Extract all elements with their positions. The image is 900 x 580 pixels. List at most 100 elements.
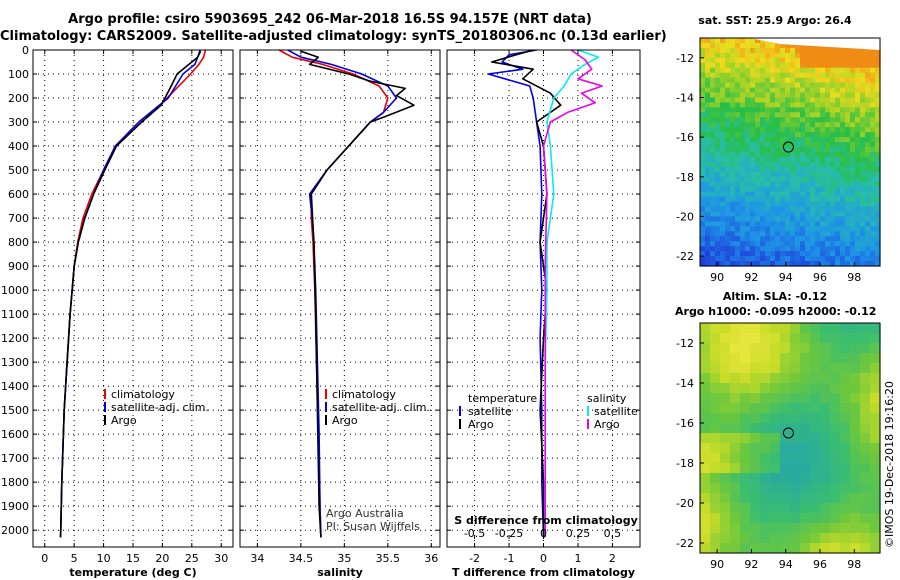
satellite_sst_map-cell — [865, 196, 871, 203]
satellite_sst_map-cell — [780, 166, 786, 173]
satellite_sst_map-cell — [800, 43, 806, 49]
satellite_sst_map-cell — [730, 147, 736, 153]
satellite_sst_map-cell — [835, 92, 841, 99]
satellite_sst_map-cell — [835, 147, 841, 153]
satellite_sst_map-cell — [860, 152, 866, 158]
altimetry_sla_map-cell — [830, 373, 841, 384]
satellite_sst_map-cell — [700, 52, 706, 59]
salinity_profile-series-climatology — [278, 49, 389, 538]
satellite_sst_map-cell — [875, 152, 881, 158]
satellite_sst_map-cell — [855, 261, 861, 267]
satellite_sst_map-cell — [870, 211, 876, 218]
satellite_sst_map-cell — [785, 147, 791, 153]
satellite_sst_map-cell — [745, 127, 751, 133]
difference_from_climatology-series-temperature-satellite — [487, 49, 545, 538]
satellite_sst_map-cell — [735, 157, 741, 163]
satellite_sst_map-cell — [770, 241, 776, 247]
satellite_sst_map-cell — [805, 112, 811, 118]
satellite_sst_map-cell — [840, 161, 846, 168]
satellite_sst_map-cell — [825, 216, 831, 222]
satellite_sst_map-cell — [730, 142, 736, 148]
altimetry_sla_map-cell — [700, 433, 711, 444]
altimetry_sla_map-cell — [760, 463, 771, 474]
salinity_profile-xtick-label: 34 — [250, 552, 264, 565]
altimetry_sla_map-cell — [810, 473, 821, 484]
satellite_sst_map-cell — [780, 157, 786, 163]
altimetry_sla_map-cell — [770, 483, 781, 494]
satellite_sst_map-cell — [840, 221, 846, 227]
altimetry_sla_map-cell — [770, 323, 781, 334]
satellite_sst_map-cell — [715, 127, 721, 133]
satellite_sst_map-cell — [835, 181, 841, 188]
altimetry_sla_map-cell — [870, 523, 881, 534]
satellite_sst_map-cell — [810, 137, 816, 143]
satellite_sst_map-cell — [710, 47, 716, 54]
altimetry_sla_map-cell — [700, 333, 711, 344]
satellite_sst_map-cell — [875, 161, 881, 168]
altimetry_sla_map-cell — [870, 393, 881, 404]
satellite_sst_map-xtick-label: 98 — [847, 271, 861, 284]
satellite_sst_map-cell — [775, 201, 781, 208]
satellite_sst_map-cell — [790, 82, 796, 89]
altimetry_sla_map-cell — [770, 513, 781, 524]
satellite_sst_map-cell — [750, 142, 756, 148]
satellite_sst_map-cell — [845, 82, 851, 89]
satellite_sst_map-cell — [700, 62, 706, 69]
temperature_profile-ytick-label: 300 — [8, 116, 29, 129]
satellite_sst_map-cell — [765, 57, 771, 64]
altimetry_sla_map-cell — [720, 543, 731, 554]
satellite_sst_map-cell — [715, 137, 721, 143]
satellite_sst_map-cell — [875, 112, 881, 118]
altimetry_sla_map-cell — [830, 543, 841, 554]
satellite_sst_map-cell — [830, 67, 836, 74]
satellite_sst_map-cell — [845, 92, 851, 99]
figure-title-line-2: Climatology: CARS2009. Satellite-adjuste… — [0, 29, 667, 44]
satellite_sst_map-cell — [815, 47, 821, 54]
satellite_sst_map-cell — [825, 261, 831, 267]
altimetry_sla_map-cell — [720, 333, 731, 344]
satellite_sst_map-cell — [865, 216, 871, 222]
temperature_profile-ytick-label: 200 — [8, 92, 29, 105]
altimetry_sla_map-cell — [820, 413, 831, 424]
satellite_sst_map-cell — [845, 246, 851, 252]
altimetry_sla_map-cell — [860, 463, 871, 474]
satellite_sst_map-cell — [805, 47, 811, 54]
satellite_sst_map-cell — [840, 127, 846, 133]
satellite_sst_map-cell — [725, 77, 731, 84]
satellite_sst_map-cell — [870, 87, 876, 94]
altimetry_sla_map-cell — [780, 463, 791, 474]
satellite_sst_map-cell — [875, 251, 881, 257]
satellite_sst_map-cell — [840, 176, 846, 183]
satellite_sst_map-cell — [710, 112, 716, 118]
satellite_sst_map-cell — [705, 77, 711, 84]
satellite_sst_map-cell — [800, 176, 806, 183]
satellite_sst_map-cell — [715, 246, 721, 252]
satellite_sst_map-cell — [765, 186, 771, 193]
satellite_sst_map-cell — [860, 196, 866, 203]
satellite_sst_map-cell — [830, 226, 836, 232]
altimetry_sla_map-cell — [850, 423, 861, 434]
satellite_sst_map-cell — [820, 117, 826, 123]
satellite_sst_map-cell — [730, 87, 736, 94]
satellite_sst_map-cell — [735, 77, 741, 84]
satellite_sst_map-cell — [710, 261, 716, 267]
satellite_sst_map-cell — [795, 57, 801, 64]
satellite_sst_map-cell — [705, 127, 711, 133]
satellite_sst_map-cell — [720, 132, 726, 138]
altimetry_sla_map-cell — [860, 453, 871, 464]
altimetry_sla_map-cell — [860, 533, 871, 544]
satellite_sst_map-cell — [745, 57, 751, 64]
satellite_sst_map-cell — [780, 142, 786, 148]
satellite_sst_map-cell — [735, 211, 741, 218]
satellite_sst_map-cell — [865, 127, 871, 133]
satellite_sst_map-cell — [720, 166, 726, 173]
satellite_sst_map-cell — [785, 127, 791, 133]
satellite_sst_map-cell — [705, 92, 711, 99]
satellite_sst_map-cell — [715, 43, 721, 49]
satellite_sst_map-cell — [865, 161, 871, 168]
satellite_sst_map-cell — [845, 117, 851, 123]
satellite_sst_map-cell — [835, 246, 841, 252]
satellite_sst_map-cell — [705, 206, 711, 213]
altimetry_sla_map-cell — [770, 353, 781, 364]
satellite_sst_map-cell — [830, 171, 836, 178]
